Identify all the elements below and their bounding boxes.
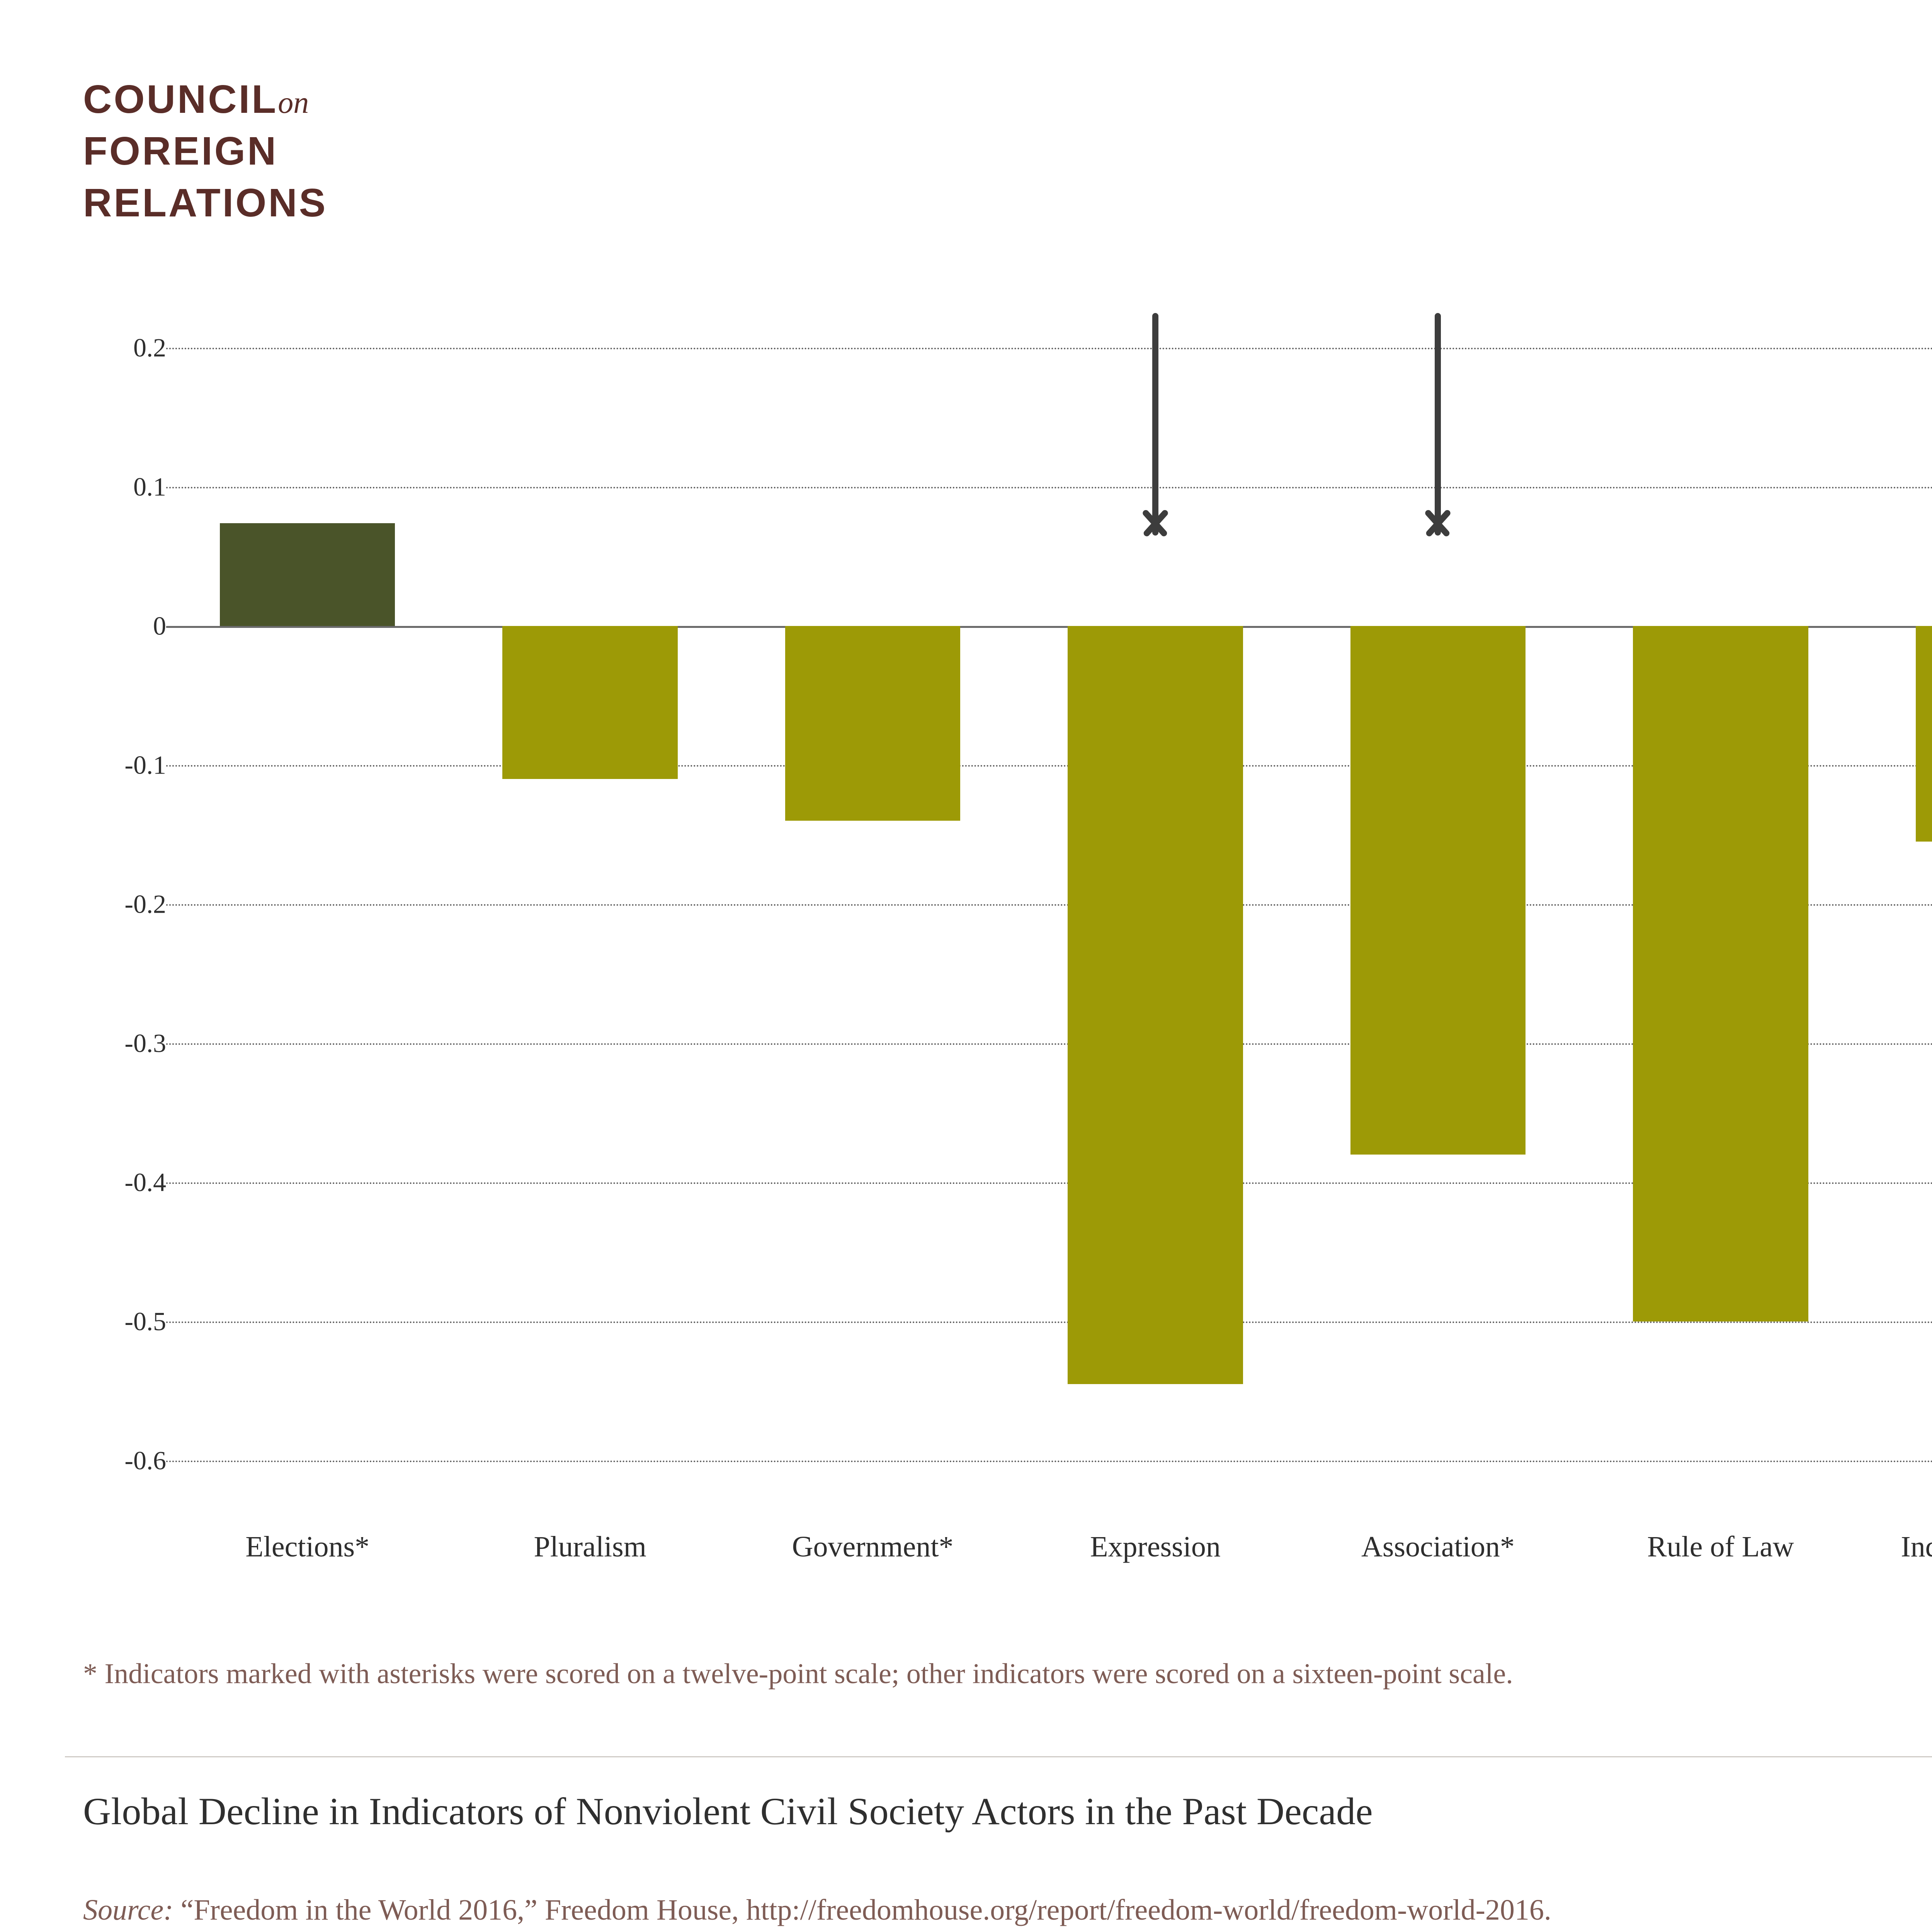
gridline xyxy=(166,1043,1932,1045)
logo-line-2: FOREIGN xyxy=(83,128,278,173)
gridline xyxy=(166,765,1932,767)
plot-region xyxy=(166,313,1932,1462)
gridline xyxy=(166,904,1932,906)
bars-layer xyxy=(166,348,1932,1461)
source-label: Source: xyxy=(83,1894,173,1926)
logo-line-3: RELATIONS xyxy=(83,180,328,225)
y-axis-tick-label: -0.3 xyxy=(124,1028,166,1058)
source-text: “Freedom in the World 2016,” Freedom Hou… xyxy=(180,1894,1551,1926)
source-line: Source: “Freedom in the World 2016,” Fre… xyxy=(83,1893,1932,1927)
logo-council-text: COUNCIL xyxy=(83,77,278,121)
arrow-shaft xyxy=(1435,313,1441,536)
bar-rule-of-law xyxy=(1633,626,1808,1321)
logo-line-1: COUNCILon xyxy=(83,73,327,125)
arrow-shaft xyxy=(1152,313,1158,536)
x-axis-tick-label: Rule of Law xyxy=(1647,1531,1794,1563)
logo-on-text: on xyxy=(278,86,309,120)
y-axis-tick-label: -0.6 xyxy=(124,1446,166,1475)
gridline xyxy=(166,1461,1932,1462)
x-axis-tick-label: Expression xyxy=(1090,1531,1221,1563)
y-axis-tick-label: 0.1 xyxy=(133,472,166,502)
zero-axis-line xyxy=(166,626,1932,628)
y-axis-tick-label: -0.1 xyxy=(124,750,166,780)
arrow-head xyxy=(1138,511,1173,541)
y-axis-labels: 0.2 0.1 0 -0.1 -0.2 -0.3 -0.4 -0.5 -0.6 xyxy=(73,333,166,1475)
scale-footnote: * Indicators marked with asterisks were … xyxy=(83,1658,1513,1690)
gridline xyxy=(166,487,1932,488)
y-axis-tick-label: -0.4 xyxy=(124,1167,166,1197)
x-axis-tick-label: Individual Rights xyxy=(1901,1531,1932,1563)
y-axis-tick-label: -0.5 xyxy=(124,1306,166,1336)
gridline xyxy=(166,348,1932,349)
bar-individual-rights xyxy=(1915,626,1932,842)
bar-government xyxy=(785,626,961,821)
bar-association xyxy=(1350,626,1526,1155)
x-axis-tick-label: Elections* xyxy=(245,1531,370,1563)
gridline xyxy=(166,1182,1932,1184)
chart-area xyxy=(0,294,1932,1577)
down-arrow-icon xyxy=(1132,313,1179,536)
bar-expression xyxy=(1068,626,1243,1384)
x-axis-tick-label: Pluralism xyxy=(534,1531,646,1563)
arrow-head xyxy=(1420,511,1456,541)
x-axis-tick-label: Government* xyxy=(792,1531,954,1563)
y-axis-tick-label: -0.2 xyxy=(124,889,166,919)
bar-pluralism xyxy=(502,626,678,779)
cfr-logo: COUNCILon FOREIGN RELATIONS xyxy=(83,73,327,229)
x-axis-tick-label: Association* xyxy=(1361,1531,1515,1563)
bar-elections xyxy=(219,523,395,626)
divider xyxy=(65,1756,1932,1757)
page-title: Global Decline in Indicators of Nonviole… xyxy=(83,1790,1373,1833)
x-axis-labels: Elections* Pluralism Government* Expression… xyxy=(166,1530,1932,1580)
down-arrow-icon xyxy=(1415,313,1461,536)
gridline xyxy=(166,1321,1932,1323)
y-axis-tick-label: 0.2 xyxy=(133,333,166,362)
y-axis-tick-label: 0 xyxy=(153,611,166,641)
